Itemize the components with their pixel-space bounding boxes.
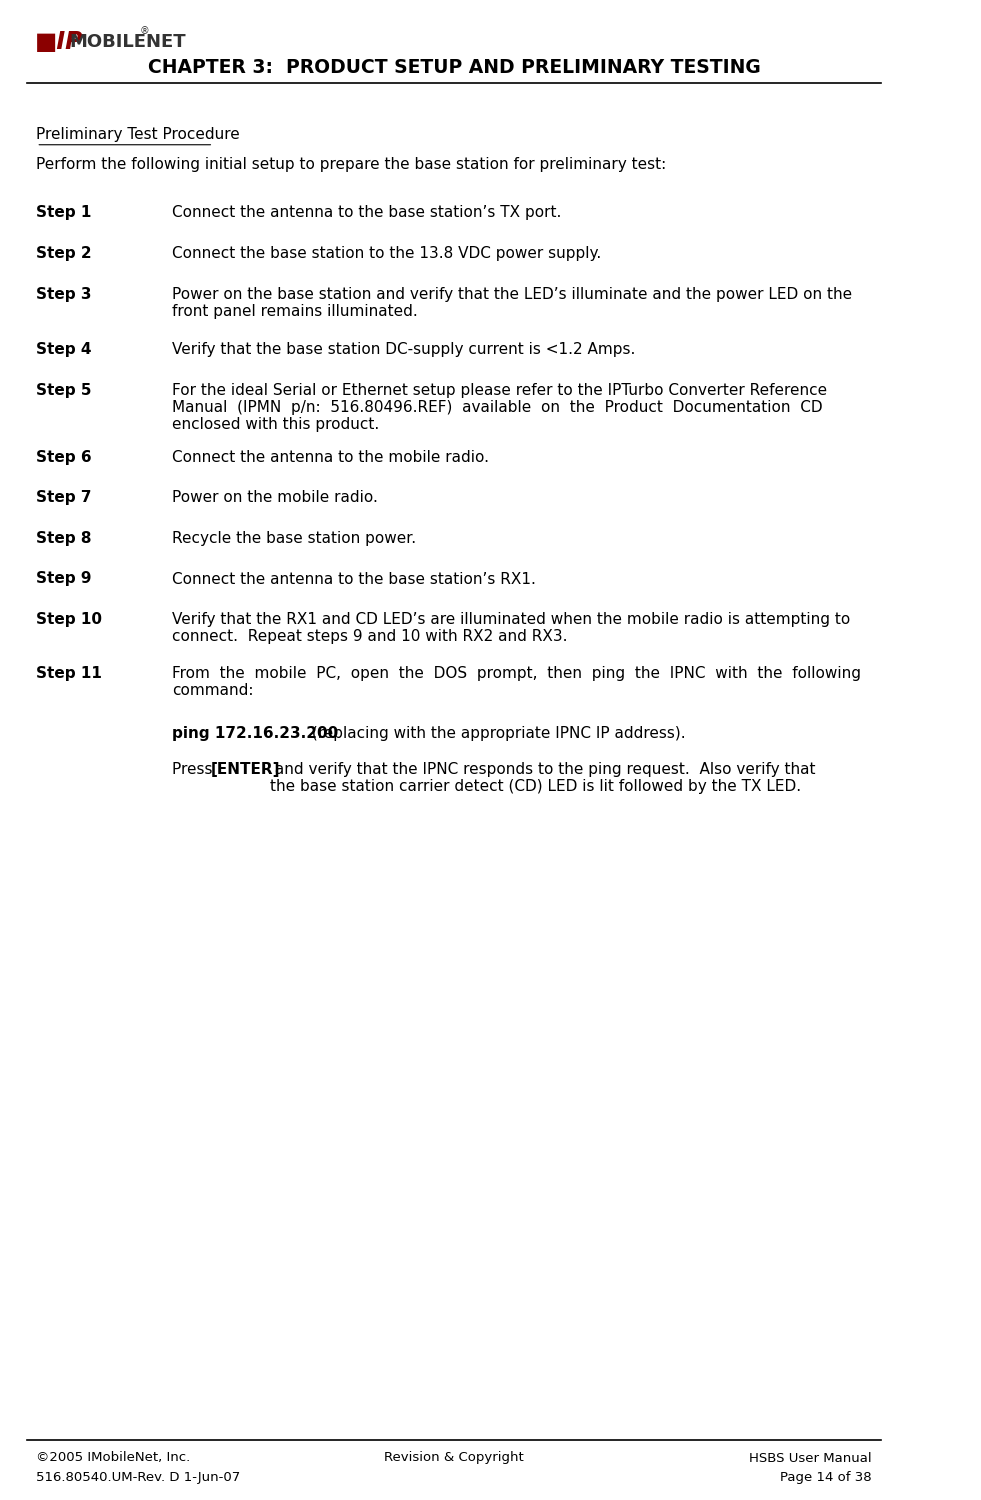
Text: Step 2: Step 2 — [36, 246, 92, 261]
Text: MOBILENET: MOBILENET — [69, 33, 185, 51]
Text: ®: ® — [140, 27, 149, 36]
Text: Power on the base station and verify that the LED’s illuminate and the power LED: Power on the base station and verify tha… — [173, 286, 852, 320]
Text: ©2005 IMobileNet, Inc.: ©2005 IMobileNet, Inc. — [36, 1452, 190, 1464]
Text: ■IP: ■IP — [34, 30, 83, 54]
Text: Step 8: Step 8 — [36, 531, 92, 546]
Text: Step 4: Step 4 — [36, 342, 92, 357]
Text: Step 6: Step 6 — [36, 450, 92, 465]
Text: For the ideal Serial or Ethernet setup please refer to the IPTurbo Converter Ref: For the ideal Serial or Ethernet setup p… — [173, 382, 828, 432]
Text: HSBS User Manual: HSBS User Manual — [749, 1452, 871, 1464]
Text: (replacing with the appropriate IPNC IP address).: (replacing with the appropriate IPNC IP … — [307, 726, 686, 741]
Text: Verify that the base station DC-supply current is <1.2 Amps.: Verify that the base station DC-supply c… — [173, 342, 636, 357]
Text: Step 1: Step 1 — [36, 206, 91, 220]
Text: Press: Press — [173, 762, 218, 777]
Text: Power on the mobile radio.: Power on the mobile radio. — [173, 490, 379, 506]
Text: Page 14 of 38: Page 14 of 38 — [780, 1472, 871, 1484]
Text: CHAPTER 3:  PRODUCT SETUP AND PRELIMINARY TESTING: CHAPTER 3: PRODUCT SETUP AND PRELIMINARY… — [147, 58, 760, 76]
Text: ping 172.16.23.200: ping 172.16.23.200 — [173, 726, 338, 741]
Text: Step 7: Step 7 — [36, 490, 92, 506]
Text: From  the  mobile  PC,  open  the  DOS  prompt,  then  ping  the  IPNC  with  th: From the mobile PC, open the DOS prompt,… — [173, 666, 861, 699]
Text: Connect the antenna to the mobile radio.: Connect the antenna to the mobile radio. — [173, 450, 490, 465]
Text: Connect the base station to the 13.8 VDC power supply.: Connect the base station to the 13.8 VDC… — [173, 246, 601, 261]
Text: 516.80540.UM-Rev. D 1-Jun-07: 516.80540.UM-Rev. D 1-Jun-07 — [36, 1472, 240, 1484]
Text: Connect the antenna to the base station’s RX1.: Connect the antenna to the base station’… — [173, 572, 537, 586]
Text: [ENTER]: [ENTER] — [211, 762, 281, 777]
Text: Step 3: Step 3 — [36, 286, 92, 302]
Text: Connect the antenna to the base station’s TX port.: Connect the antenna to the base station’… — [173, 206, 562, 220]
Text: Verify that the RX1 and CD LED’s are illuminated when the mobile radio is attemp: Verify that the RX1 and CD LED’s are ill… — [173, 612, 851, 645]
Text: Perform the following initial setup to prepare the base station for preliminary : Perform the following initial setup to p… — [36, 158, 666, 172]
Text: Step 10: Step 10 — [36, 612, 102, 627]
Text: Step 9: Step 9 — [36, 572, 92, 586]
Text: Preliminary Test Procedure: Preliminary Test Procedure — [36, 128, 240, 142]
Text: Step 5: Step 5 — [36, 382, 92, 398]
Text: Step 11: Step 11 — [36, 666, 102, 681]
Text: Recycle the base station power.: Recycle the base station power. — [173, 531, 417, 546]
Text: Revision & Copyright: Revision & Copyright — [384, 1452, 524, 1464]
Text: and verify that the IPNC responds to the ping request.  Also verify that
the bas: and verify that the IPNC responds to the… — [270, 762, 815, 795]
